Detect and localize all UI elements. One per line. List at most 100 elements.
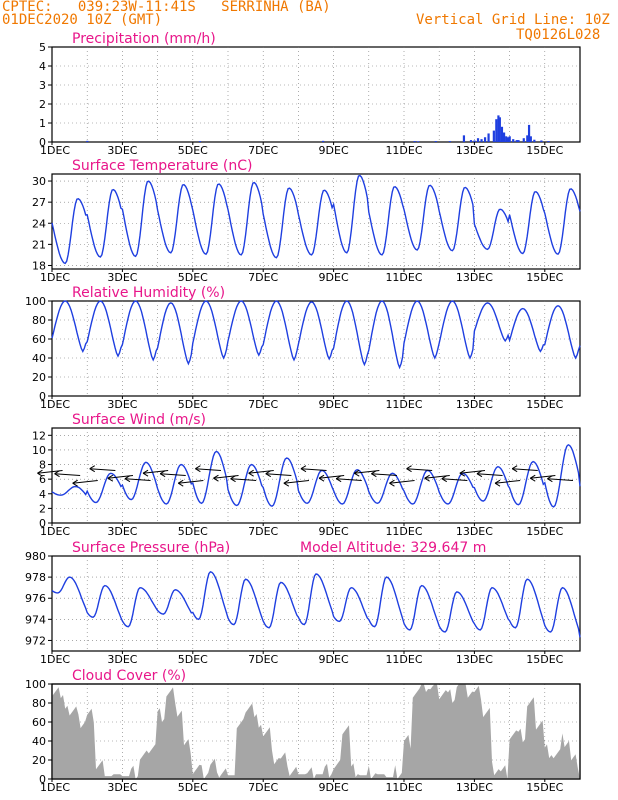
wind-arrow-head — [494, 479, 501, 487]
y-tick-label: 0 — [39, 136, 46, 149]
precip-bar — [487, 133, 490, 142]
panel-title: Precipitation (mm/h) — [72, 31, 216, 47]
panel-rh: 0 20 40 60 80 100 1DEC 3DEC 5DEC 7DEC 9DEC 11DEC 13D… — [25, 285, 581, 411]
cloud-area — [52, 684, 580, 779]
wind-arrow — [178, 480, 204, 484]
precip-bar — [198, 141, 202, 142]
plot-frame — [51, 427, 581, 524]
precip-bar — [417, 141, 420, 142]
y-tick-label: 976 — [25, 592, 46, 605]
x-tick-label: 7DEC — [248, 144, 278, 157]
y-tick-label: 18 — [32, 259, 46, 272]
wind-arrow — [389, 480, 415, 484]
precip-bar — [473, 140, 476, 142]
wind-arrow-head — [529, 474, 536, 482]
x-tick-label: 9DEC — [319, 398, 349, 411]
y-tick-label: 974 — [25, 613, 46, 626]
wind-arrow-head — [72, 479, 78, 487]
wind-arrow — [300, 468, 327, 471]
x-tick-label: 1DEC — [40, 781, 70, 794]
wind-arrow-head — [389, 479, 395, 487]
y-tick-label: 6 — [39, 473, 46, 486]
wind-arrow-head — [300, 465, 307, 473]
y-tick-label: 0 — [39, 773, 46, 786]
header-grid-note: Vertical Grid Line: 10Z — [416, 12, 610, 28]
wind-arrow — [512, 468, 538, 471]
series-line-wind — [51, 443, 581, 508]
x-tick-label: 15DEC — [526, 271, 563, 284]
precip-bar — [483, 137, 487, 142]
precip-bar — [480, 139, 483, 142]
x-tick-label: 13DEC — [456, 781, 493, 794]
wind-arrow — [371, 473, 397, 476]
plot-frame — [51, 300, 581, 397]
x-tick-label: 13DEC — [456, 525, 493, 538]
x-tick-label: 5DEC — [178, 271, 208, 284]
y-tick-label: 4 — [39, 488, 46, 501]
panel-precip: 0 1 2 3 4 5 1DEC 3DEC 5DEC 7DEC 9DEC 11DEC 13DEC 15DE… — [39, 31, 581, 157]
precip-bar — [495, 119, 498, 142]
precip-bar — [506, 137, 510, 142]
x-tick-label: 13DEC — [456, 271, 493, 284]
wind-arrow — [72, 480, 98, 484]
wind-arrow-head — [265, 470, 272, 478]
x-tick-label: 9DEC — [319, 525, 349, 538]
precip-bar — [527, 124, 531, 142]
y-tick-label: 2 — [39, 98, 46, 111]
y-tick-label: 20 — [32, 754, 46, 767]
x-tick-label: 15DEC — [526, 144, 563, 157]
x-tick-label: 1DEC — [40, 144, 70, 157]
x-tick-label: 5DEC — [178, 781, 208, 794]
x-tick-label: 9DEC — [319, 271, 349, 284]
wind-arrow-head — [335, 475, 342, 483]
wind-arrow — [406, 468, 433, 471]
wind-arrow — [441, 478, 468, 481]
wind-arrow-head — [353, 469, 360, 477]
wind-arrow-head — [406, 465, 412, 473]
precip-bar — [517, 140, 520, 142]
plot-frame — [51, 555, 581, 652]
panel-title: Cloud Cover (%) — [72, 668, 186, 684]
x-tick-label: 3DEC — [107, 781, 137, 794]
panel-title: Surface Pressure (hPa) — [72, 540, 230, 556]
y-tick-label: 5 — [39, 41, 46, 54]
panel-wind: 0 24 68 10 12 1DEC 3DEC 5DEC 7DEC 9DEC 11DEC 13DEC 1… — [32, 412, 581, 538]
x-tick-label: 1DEC — [40, 525, 70, 538]
precip-bar — [526, 135, 529, 142]
y-tick-label: 0 — [39, 390, 46, 403]
precip-bar — [497, 115, 500, 142]
wind-arrow-head — [511, 465, 518, 473]
wind-arrow — [283, 480, 310, 484]
x-tick-label: 11DEC — [385, 653, 422, 666]
header-location: CPTEC: 039:23W-11:41S SERRINHA (BA) — [2, 0, 331, 15]
wind-arrow-head — [107, 474, 114, 482]
wind-arrow-head — [424, 474, 430, 482]
y-tick-label: 0 — [39, 517, 46, 530]
y-tick-label: 2 — [39, 502, 46, 515]
precip-bar — [529, 136, 532, 142]
panel-title: Relative Humidity (%) — [72, 285, 225, 301]
precip-bar — [512, 139, 515, 142]
x-tick-label: 15DEC — [526, 398, 563, 411]
precip-bar — [448, 141, 451, 142]
wind-arrow-head — [459, 469, 466, 477]
precip-bar — [434, 141, 437, 142]
panel-annotation: Model Altitude: 329.647 m — [300, 540, 486, 556]
wind-arrow-head — [124, 475, 131, 483]
precip-bar — [547, 141, 550, 142]
wind-arrow — [476, 473, 503, 476]
y-tick-label: 40 — [32, 352, 46, 365]
wind-arrow-head — [177, 479, 184, 487]
y-tick-label: 60 — [32, 716, 46, 729]
x-tick-label: 9DEC — [319, 144, 349, 157]
panel-cloud: 0 20 40 60 80 100 1DEC 3DEC 5DEC 7DEC 9DEC 11DEC 13D… — [25, 668, 581, 794]
panel-pres: 972 974 976 978 980 1DEC 3DEC 5DEC 7DEC 9DEC 11DEC… — [25, 540, 581, 666]
wind-arrow — [547, 478, 573, 481]
precip-bar — [462, 135, 466, 142]
wind-arrow-head — [318, 474, 325, 482]
x-tick-label: 11DEC — [385, 271, 422, 284]
wind-arrow-head — [371, 470, 377, 478]
x-tick-label: 7DEC — [248, 525, 278, 538]
panel-title: Surface Temperature (nC) — [72, 158, 253, 174]
